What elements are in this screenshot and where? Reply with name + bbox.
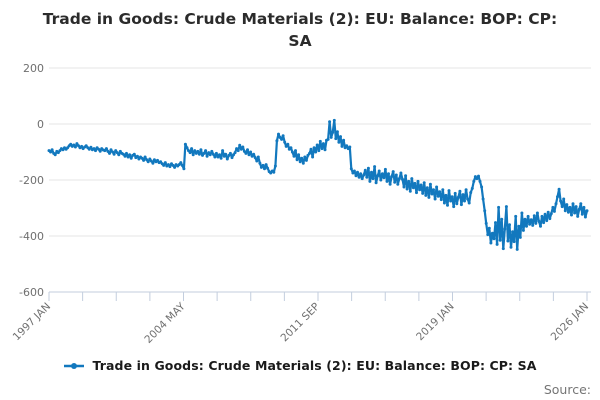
svg-text:2004 MAY: 2004 MAY — [142, 300, 188, 346]
svg-text:1997 JAN: 1997 JAN — [11, 301, 53, 343]
legend: Trade in Goods: Crude Materials (2): EU:… — [0, 358, 600, 373]
svg-text:-400: -400 — [19, 230, 44, 243]
svg-text:0: 0 — [37, 118, 44, 131]
page-title: Trade in Goods: Crude Materials (2): EU:… — [42, 10, 558, 50]
chart-canvas: 200 0 -200 -400 -600 1997 JAN 2004 MAY 2011 SEP… — [11, 62, 591, 346]
series-marker-icon — [64, 362, 85, 369]
svg-text:-600: -600 — [19, 286, 44, 299]
svg-text:2011 SEP: 2011 SEP — [278, 301, 322, 345]
svg-text:2026 JAN: 2026 JAN — [549, 301, 591, 343]
svg-text:200: 200 — [23, 62, 44, 75]
svg-text:2019 JAN: 2019 JAN — [414, 301, 456, 343]
svg-text:-200: -200 — [19, 174, 44, 187]
source-label: Source: — [543, 382, 591, 397]
legend-label: Trade in Goods: Crude Materials (2): EU:… — [92, 358, 537, 373]
